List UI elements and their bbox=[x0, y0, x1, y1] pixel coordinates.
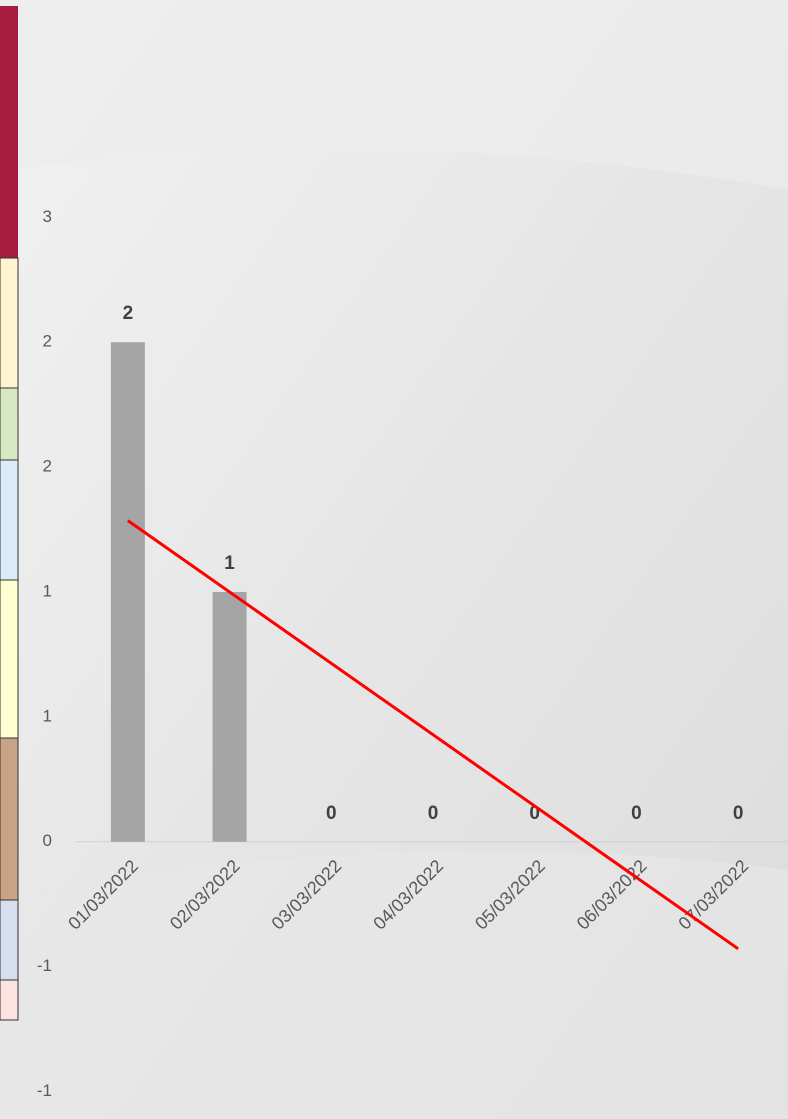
data-label: 0 bbox=[631, 803, 642, 824]
data-label: 0 bbox=[326, 803, 337, 824]
table-cell bbox=[0, 459, 19, 581]
table-cell bbox=[0, 257, 19, 389]
bar bbox=[212, 591, 247, 842]
y-tick-label: -1 bbox=[37, 956, 52, 975]
background-wave bbox=[0, 0, 788, 190]
table-header bbox=[0, 6, 18, 258]
y-tick-label: 0 bbox=[43, 831, 52, 850]
table-cell bbox=[0, 899, 19, 981]
table-fragment bbox=[0, 6, 19, 1021]
table-cell bbox=[0, 579, 19, 739]
y-tick-label: -1 bbox=[37, 1081, 52, 1100]
bar bbox=[110, 342, 145, 842]
table-cell bbox=[0, 737, 19, 901]
data-label: 0 bbox=[428, 803, 439, 824]
y-tick-label: 3 bbox=[43, 207, 52, 226]
data-label: 1 bbox=[224, 553, 235, 574]
table-cell bbox=[0, 979, 19, 1021]
y-tick-label: 1 bbox=[43, 706, 52, 725]
y-tick-label: 1 bbox=[43, 581, 52, 600]
y-tick-label: 2 bbox=[43, 332, 52, 351]
background-wave bbox=[0, 850, 788, 1119]
y-tick-label: 2 bbox=[43, 457, 52, 476]
data-label: 0 bbox=[733, 803, 744, 824]
trendline bbox=[126, 519, 740, 951]
table-cell bbox=[0, 387, 19, 461]
data-label: 2 bbox=[123, 303, 134, 324]
data-label: 0 bbox=[529, 803, 540, 824]
